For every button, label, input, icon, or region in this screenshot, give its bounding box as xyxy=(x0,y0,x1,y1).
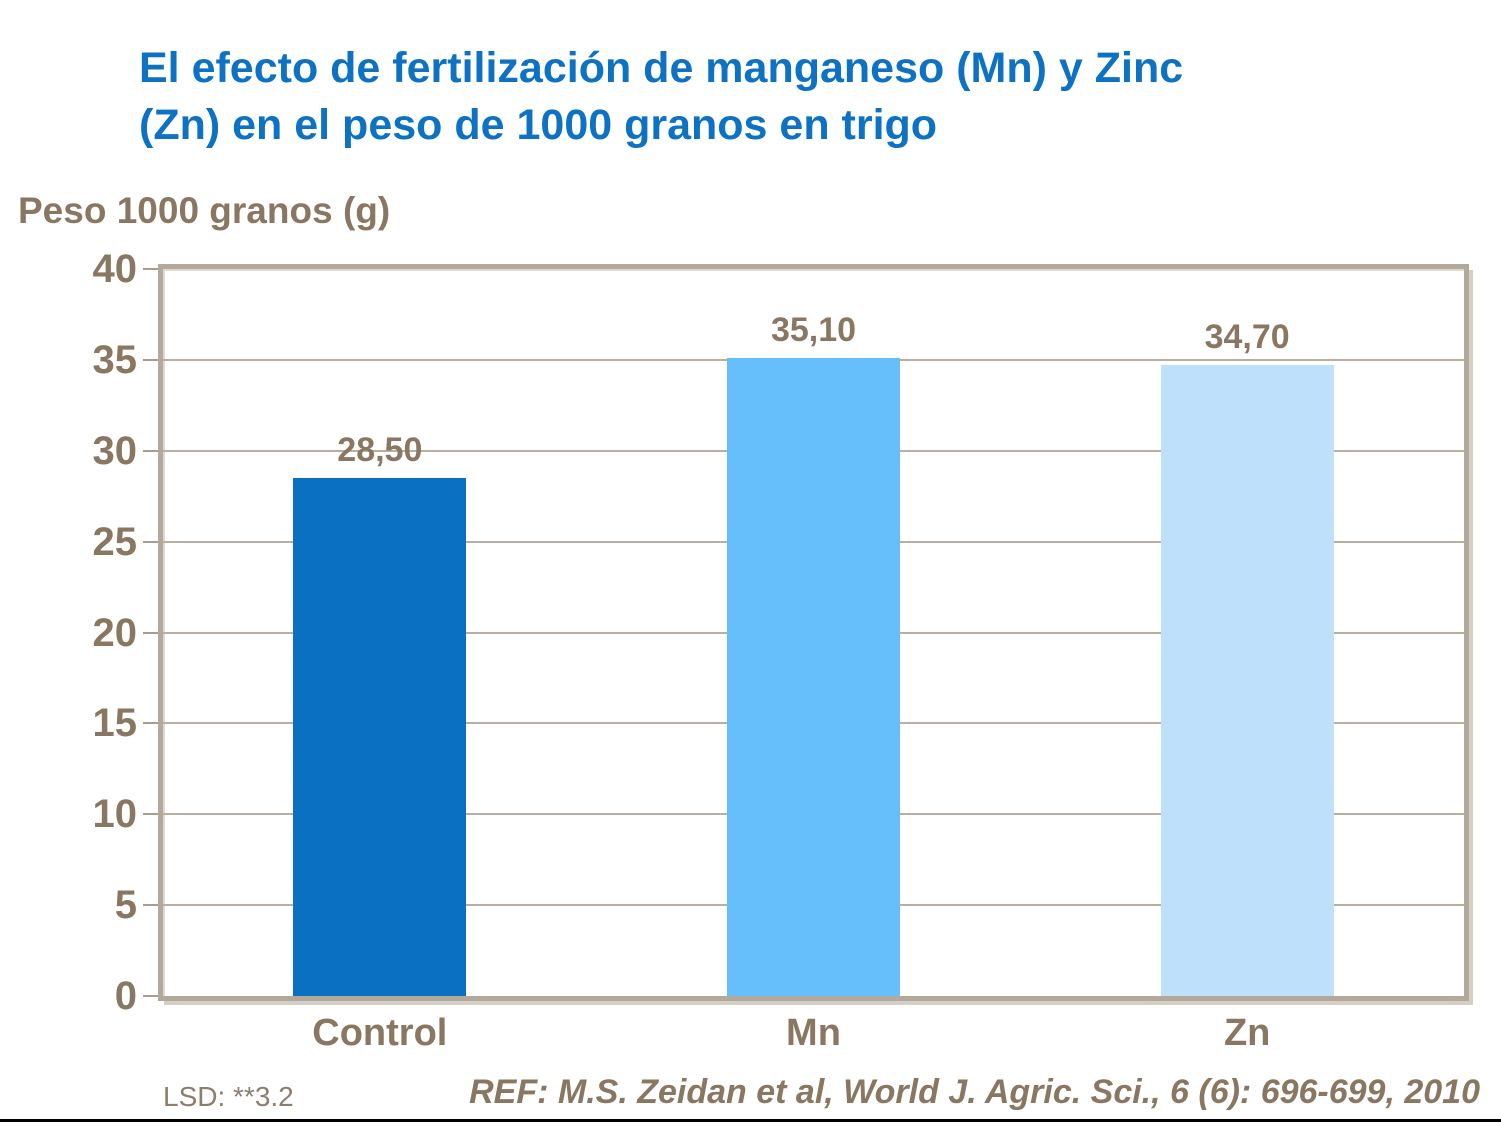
y-tick-label-0: 0 xyxy=(114,974,137,1018)
chart-title: El efecto de fertilización de manganeso … xyxy=(139,40,1429,154)
x-category-label-control: Control xyxy=(312,1012,448,1054)
bar-value-label-control: 28,50 xyxy=(337,431,423,470)
x-category-label-zn: Zn xyxy=(1223,1012,1271,1054)
bar-value-label-mn: 35,10 xyxy=(770,311,857,350)
y-tick-label-40: 40 xyxy=(92,247,138,291)
y-tick-label-20: 20 xyxy=(92,610,138,655)
bar-zn xyxy=(1160,365,1334,996)
y-tick-label-10: 10 xyxy=(92,792,138,837)
y-tick-mark-15 xyxy=(143,722,158,725)
reference-citation: REF: M.S. Zeidan et al, World J. Agric. … xyxy=(469,1073,1480,1111)
y-tick-mark-5 xyxy=(143,904,158,907)
y-tick-label-35: 35 xyxy=(92,337,138,382)
x-category-label-mn: Mn xyxy=(786,1012,841,1054)
y-tick-label-25: 25 xyxy=(92,519,138,564)
y-axis-title: Peso 1000 granos (g) xyxy=(18,190,391,231)
bottom-divider-line xyxy=(0,1119,1501,1122)
lsd-note: LSD: **3.2 xyxy=(163,1081,294,1112)
bar-value-label-zn: 34,70 xyxy=(1204,318,1290,357)
plot-area: 28,50 35,10 34,70 xyxy=(158,264,1469,1001)
y-tick-mark-25 xyxy=(143,540,158,543)
y-tick-label-30: 30 xyxy=(92,428,138,473)
chart-title-line1: El efecto de fertilización de manganeso … xyxy=(139,44,1184,92)
y-tick-mark-10 xyxy=(143,813,158,816)
bar-mn xyxy=(727,358,900,996)
y-tick-mark-35 xyxy=(143,358,158,361)
y-tick-mark-30 xyxy=(143,449,158,452)
y-tick-label-15: 15 xyxy=(92,701,138,746)
y-tick-mark-0 xyxy=(143,995,158,997)
y-tick-label-5: 5 xyxy=(114,883,137,928)
y-tick-mark-20 xyxy=(143,631,158,634)
bar-control xyxy=(293,478,467,996)
y-tick-mark-40 xyxy=(143,268,158,270)
chart-title-line2: (Zn) en el peso de 1000 granos en trigo xyxy=(139,101,938,149)
